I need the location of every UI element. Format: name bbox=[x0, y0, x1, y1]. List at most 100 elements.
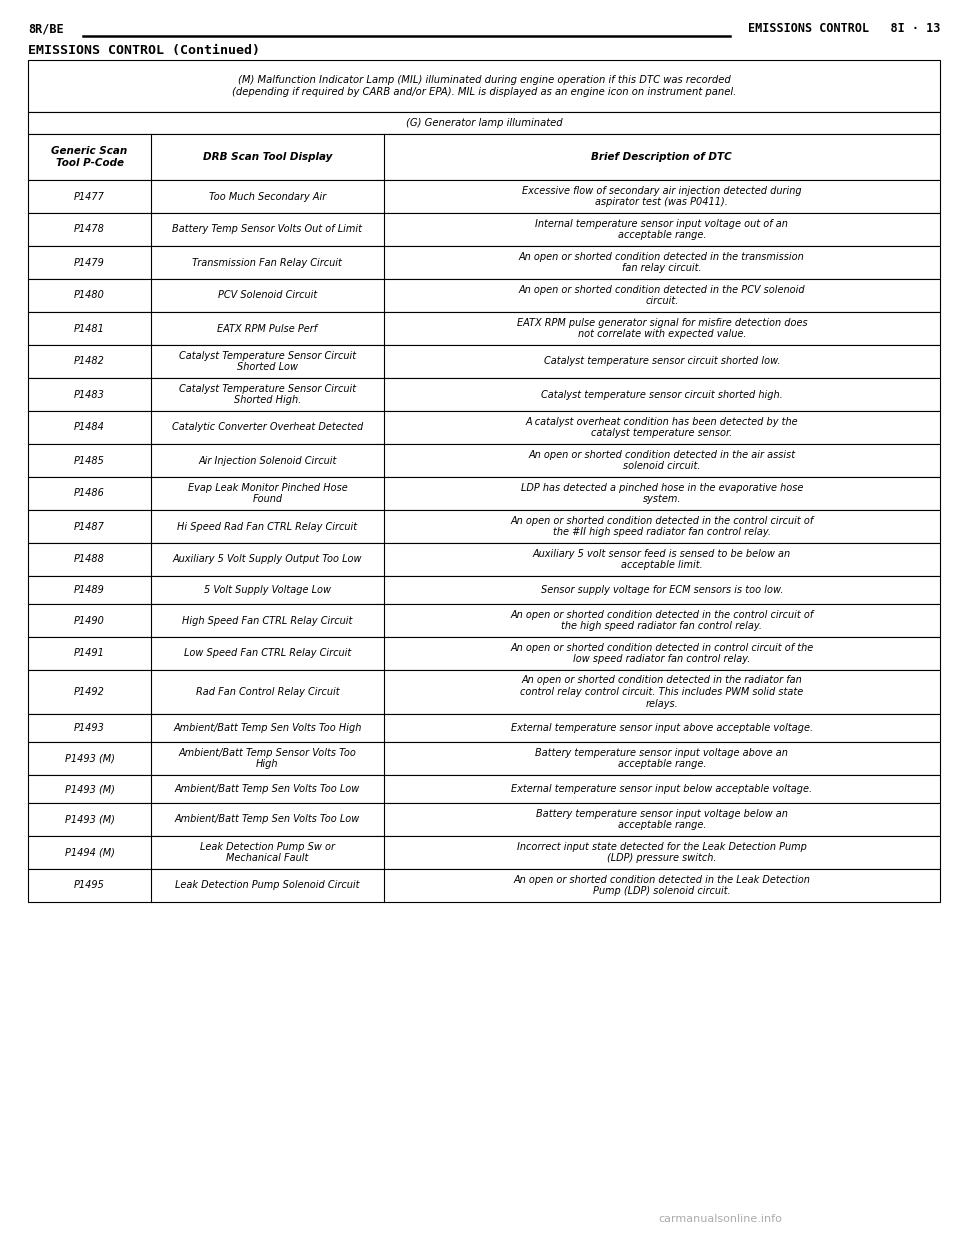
Text: P1493 (M): P1493 (M) bbox=[64, 784, 114, 794]
Text: Auxiliary 5 volt sensor feed is sensed to be below an
acceptable limit.: Auxiliary 5 volt sensor feed is sensed t… bbox=[533, 549, 791, 570]
Text: P1495: P1495 bbox=[74, 881, 105, 891]
Text: Transmission Fan Relay Circuit: Transmission Fan Relay Circuit bbox=[192, 257, 343, 267]
Text: (M) Malfunction Indicator Lamp (MIL) illuminated during engine operation if this: (M) Malfunction Indicator Lamp (MIL) ill… bbox=[232, 76, 736, 97]
Text: P1479: P1479 bbox=[74, 257, 105, 267]
Text: Incorrect input state detected for the Leak Detection Pump
(LDP) pressure switch: Incorrect input state detected for the L… bbox=[516, 842, 806, 863]
Text: PCV Solenoid Circuit: PCV Solenoid Circuit bbox=[218, 291, 317, 301]
Text: EMISSIONS CONTROL   8I · 13: EMISSIONS CONTROL 8I · 13 bbox=[748, 22, 940, 35]
Text: Ambient/Batt Temp Sensor Volts Too
High: Ambient/Batt Temp Sensor Volts Too High bbox=[179, 748, 356, 769]
Text: An open or shorted condition detected in the radiator fan
control relay control : An open or shorted condition detected in… bbox=[520, 676, 804, 709]
Bar bbox=[28, 836, 940, 869]
Text: P1487: P1487 bbox=[74, 522, 105, 532]
Bar bbox=[28, 345, 940, 378]
Text: Catalyst temperature sensor circuit shorted low.: Catalyst temperature sensor circuit shor… bbox=[543, 356, 780, 366]
Text: P1491: P1491 bbox=[74, 648, 105, 658]
Text: A catalyst overheat condition has been detected by the
catalyst temperature sens: A catalyst overheat condition has been d… bbox=[525, 417, 798, 438]
Bar bbox=[28, 741, 940, 775]
Text: Low Speed Fan CTRL Relay Circuit: Low Speed Fan CTRL Relay Circuit bbox=[183, 648, 351, 658]
Text: Excessive flow of secondary air injection detected during
aspirator test (was P0: Excessive flow of secondary air injectio… bbox=[522, 186, 802, 207]
Text: P1493 (M): P1493 (M) bbox=[64, 815, 114, 825]
Text: P1490: P1490 bbox=[74, 616, 105, 626]
Text: High Speed Fan CTRL Relay Circuit: High Speed Fan CTRL Relay Circuit bbox=[182, 616, 352, 626]
Text: An open or shorted condition detected in the PCV solenoid
circuit.: An open or shorted condition detected in… bbox=[518, 284, 805, 307]
Text: P1486: P1486 bbox=[74, 488, 105, 498]
Text: P1480: P1480 bbox=[74, 291, 105, 301]
Text: Battery temperature sensor input voltage above an
acceptable range.: Battery temperature sensor input voltage… bbox=[536, 748, 788, 769]
Bar bbox=[28, 510, 940, 543]
Text: External temperature sensor input above acceptable voltage.: External temperature sensor input above … bbox=[511, 723, 813, 733]
Text: LDP has detected a pinched hose in the evaporative hose
system.: LDP has detected a pinched hose in the e… bbox=[520, 483, 803, 504]
Text: Sensor supply voltage for ECM sensors is too low.: Sensor supply voltage for ECM sensors is… bbox=[540, 585, 783, 595]
Text: P1493: P1493 bbox=[74, 723, 105, 733]
Text: An open or shorted condition detected in the Leak Detection
Pump (LDP) solenoid : An open or shorted condition detected in… bbox=[514, 874, 810, 897]
Text: P1489: P1489 bbox=[74, 585, 105, 595]
Text: Battery temperature sensor input voltage below an
acceptable range.: Battery temperature sensor input voltage… bbox=[536, 809, 788, 831]
Text: Catalyst temperature sensor circuit shorted high.: Catalyst temperature sensor circuit shor… bbox=[541, 390, 782, 400]
Text: P1484: P1484 bbox=[74, 422, 105, 432]
Text: Ambient/Batt Temp Sen Volts Too High: Ambient/Batt Temp Sen Volts Too High bbox=[173, 723, 362, 733]
Text: Battery Temp Sensor Volts Out of Limit: Battery Temp Sensor Volts Out of Limit bbox=[173, 225, 362, 235]
Bar bbox=[28, 443, 940, 477]
Text: Catalyst Temperature Sensor Circuit
Shorted High.: Catalyst Temperature Sensor Circuit Shor… bbox=[179, 384, 356, 405]
Bar bbox=[28, 869, 940, 902]
Text: An open or shorted condition detected in the air assist
solenoid circuit.: An open or shorted condition detected in… bbox=[528, 450, 796, 471]
Text: P1483: P1483 bbox=[74, 390, 105, 400]
Bar bbox=[28, 637, 940, 669]
Text: Leak Detection Pump Solenoid Circuit: Leak Detection Pump Solenoid Circuit bbox=[175, 881, 360, 891]
Text: An open or shorted condition detected in the transmission
fan relay circuit.: An open or shorted condition detected in… bbox=[519, 252, 804, 273]
Bar bbox=[28, 804, 940, 836]
Text: P1488: P1488 bbox=[74, 554, 105, 565]
Text: Catalytic Converter Overheat Detected: Catalytic Converter Overheat Detected bbox=[172, 422, 363, 432]
Bar bbox=[28, 212, 940, 246]
Text: External temperature sensor input below acceptable voltage.: External temperature sensor input below … bbox=[512, 784, 812, 794]
Bar bbox=[28, 411, 940, 443]
Bar bbox=[28, 112, 940, 134]
Text: EMISSIONS CONTROL (Continued): EMISSIONS CONTROL (Continued) bbox=[28, 43, 260, 57]
Text: Rad Fan Control Relay Circuit: Rad Fan Control Relay Circuit bbox=[196, 687, 339, 697]
Text: P1492: P1492 bbox=[74, 687, 105, 697]
Bar bbox=[28, 604, 940, 637]
Text: P1482: P1482 bbox=[74, 356, 105, 366]
Bar bbox=[28, 312, 940, 345]
Bar bbox=[28, 378, 940, 411]
Text: Evap Leak Monitor Pinched Hose
Found: Evap Leak Monitor Pinched Hose Found bbox=[187, 483, 348, 504]
Text: Ambient/Batt Temp Sen Volts Too Low: Ambient/Batt Temp Sen Volts Too Low bbox=[175, 784, 360, 794]
Bar bbox=[28, 279, 940, 312]
Text: EATX RPM Pulse Perf: EATX RPM Pulse Perf bbox=[217, 323, 318, 334]
Text: carmanualsonline.info: carmanualsonline.info bbox=[658, 1213, 782, 1225]
Text: An open or shorted condition detected in control circuit of the
low speed radiat: An open or shorted condition detected in… bbox=[510, 642, 813, 664]
Text: Brief Description of DTC: Brief Description of DTC bbox=[591, 152, 732, 161]
Text: Internal temperature sensor input voltage out of an
acceptable range.: Internal temperature sensor input voltag… bbox=[536, 219, 788, 240]
Bar bbox=[28, 775, 940, 804]
Text: 8R/BE: 8R/BE bbox=[28, 22, 63, 35]
Text: An open or shorted condition detected in the control circuit of
the #II high spe: An open or shorted condition detected in… bbox=[510, 515, 813, 538]
Text: P1494 (M): P1494 (M) bbox=[64, 847, 114, 857]
Text: EATX RPM pulse generator signal for misfire detection does
not correlate with ex: EATX RPM pulse generator signal for misf… bbox=[516, 318, 807, 339]
Text: P1485: P1485 bbox=[74, 456, 105, 466]
Text: Auxiliary 5 Volt Supply Output Too Low: Auxiliary 5 Volt Supply Output Too Low bbox=[173, 554, 362, 565]
Text: DRB Scan Tool Display: DRB Scan Tool Display bbox=[203, 152, 332, 161]
Text: Air Injection Solenoid Circuit: Air Injection Solenoid Circuit bbox=[198, 456, 337, 466]
Text: An open or shorted condition detected in the control circuit of
the high speed r: An open or shorted condition detected in… bbox=[510, 610, 813, 631]
Text: Leak Detection Pump Sw or
Mechanical Fault: Leak Detection Pump Sw or Mechanical Fau… bbox=[200, 842, 335, 863]
Text: P1478: P1478 bbox=[74, 225, 105, 235]
Bar bbox=[28, 477, 940, 510]
Text: P1477: P1477 bbox=[74, 191, 105, 201]
Bar bbox=[28, 714, 940, 741]
Text: 5 Volt Supply Voltage Low: 5 Volt Supply Voltage Low bbox=[204, 585, 331, 595]
Bar bbox=[28, 180, 940, 212]
Text: Too Much Secondary Air: Too Much Secondary Air bbox=[208, 191, 326, 201]
Text: P1481: P1481 bbox=[74, 323, 105, 334]
Text: Ambient/Batt Temp Sen Volts Too Low: Ambient/Batt Temp Sen Volts Too Low bbox=[175, 815, 360, 825]
Text: Hi Speed Rad Fan CTRL Relay Circuit: Hi Speed Rad Fan CTRL Relay Circuit bbox=[178, 522, 357, 532]
Bar bbox=[28, 134, 940, 180]
Bar bbox=[28, 543, 940, 576]
Text: Generic Scan
Tool P-Code: Generic Scan Tool P-Code bbox=[52, 147, 128, 168]
Text: (G) Generator lamp illuminated: (G) Generator lamp illuminated bbox=[406, 118, 563, 128]
Text: P1493 (M): P1493 (M) bbox=[64, 754, 114, 764]
Bar bbox=[28, 246, 940, 279]
Bar bbox=[28, 576, 940, 604]
Bar bbox=[28, 669, 940, 714]
Bar bbox=[28, 60, 940, 112]
Text: Catalyst Temperature Sensor Circuit
Shorted Low: Catalyst Temperature Sensor Circuit Shor… bbox=[179, 350, 356, 373]
